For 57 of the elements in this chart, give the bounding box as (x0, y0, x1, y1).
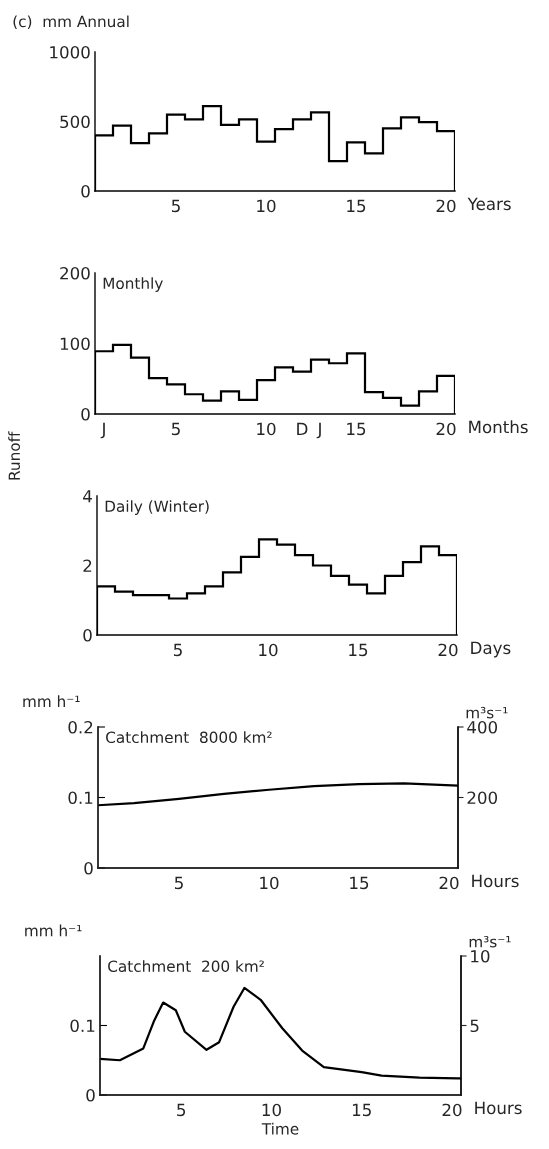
x-tick-label: 5 (174, 876, 183, 890)
y-tick-label: 0.1 (70, 1019, 95, 1033)
x-tick-label: J (100, 422, 105, 439)
x-axis-title: Days (471, 641, 511, 658)
x-tick-label: 5 (171, 199, 180, 213)
x-tick-label: 20 (436, 199, 456, 213)
x-axis-title: Hours (475, 1101, 522, 1115)
y-tick-label: 0.1 (68, 791, 93, 805)
text: Time (261, 1122, 299, 1135)
y-tick-label: 0 (81, 184, 90, 198)
x-tick-label: 15 (349, 643, 368, 657)
y-axis-title: mm h⁻¹ (23, 695, 80, 707)
x-tick-label: 10 (260, 876, 279, 890)
x-tick-label: 10 (262, 1103, 281, 1117)
annotation: Monthly (103, 277, 163, 293)
x-tick-label: 10 (257, 422, 276, 436)
y-tick-label: 100 (60, 337, 90, 351)
x-tick-label: 5 (177, 1103, 186, 1117)
annotation: Catchment 200 km² (108, 960, 264, 972)
x-tick-label: 15 (347, 422, 366, 436)
y2-tick-label: 10 (471, 949, 490, 963)
x-axis-title: Years (467, 197, 511, 211)
x-tick-label: 5 (173, 643, 182, 657)
y2-tick-label: 400 (467, 720, 498, 734)
y2-axis-title: m³s⁻¹ (469, 935, 511, 948)
y-tick-label: 500 (60, 115, 90, 129)
x-tick-label: 15 (350, 876, 369, 890)
x-tick-label: J (316, 422, 321, 439)
y2-axis-title: m³s⁻¹ (466, 706, 508, 719)
y-tick-label: 0 (83, 628, 92, 642)
y2-tick-label: 5 (470, 1019, 479, 1033)
annotation: Catchment 8000 km² (106, 731, 272, 744)
y2-tick-label: 200 (467, 791, 498, 805)
y-tick-label: 4 (83, 490, 92, 503)
y-axis-title: Runoff (8, 431, 21, 480)
y-tick-label: 0 (81, 407, 90, 421)
x-tick-label: 15 (347, 199, 366, 213)
y-tick-label: 200 (60, 266, 90, 280)
x-axis-title: Months (469, 420, 528, 434)
x-tick-label: 10 (259, 643, 278, 657)
y-tick-label: 0 (84, 861, 93, 875)
x-tick-label: 20 (442, 1103, 462, 1117)
x-tick-label: 15 (352, 1103, 371, 1117)
chart-title: (c) mm Annual (13, 15, 129, 29)
y-tick-label: 0.2 (68, 720, 93, 734)
y-tick-label: 0 (86, 1088, 95, 1102)
annotation: Daily (Winter) (105, 500, 209, 515)
x-tick-label: D (297, 422, 308, 435)
x-tick-label: 5 (171, 422, 180, 436)
y-tick-label: 2 (83, 559, 92, 572)
x-tick-label: 20 (436, 422, 456, 436)
x-tick-label: 10 (257, 199, 276, 213)
x-axis-title: Hours (472, 874, 519, 888)
y-axis-title: mm h⁻¹ (25, 924, 82, 937)
y-tick-label: 1000 (50, 45, 90, 59)
x-tick-label: 20 (438, 643, 458, 657)
x-tick-label: 20 (439, 876, 459, 890)
